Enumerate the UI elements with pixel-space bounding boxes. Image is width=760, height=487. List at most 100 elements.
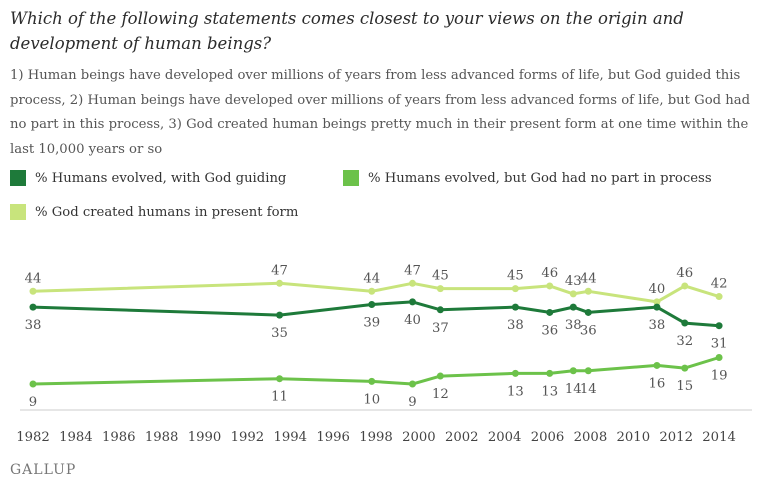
- data-point: [436, 372, 444, 380]
- x-tick-label: 2008: [574, 430, 608, 445]
- x-tick-label: 1992: [231, 430, 265, 445]
- data-label: 44: [363, 271, 380, 286]
- data-point: [368, 287, 376, 295]
- legend-swatch-god-guiding: [10, 170, 26, 186]
- x-tick-label: 2010: [617, 430, 651, 445]
- data-label: 31: [711, 337, 728, 352]
- x-tick-label: 1998: [359, 430, 393, 445]
- data-label: 14: [565, 382, 582, 397]
- data-point: [681, 364, 689, 372]
- data-point: [715, 293, 723, 301]
- data-label: 38: [649, 318, 666, 333]
- data-label: 46: [676, 266, 693, 281]
- x-tick-label: 1988: [145, 430, 179, 445]
- x-tick-label: 2012: [659, 430, 693, 445]
- data-point: [715, 354, 723, 361]
- data-label: 13: [507, 384, 524, 399]
- data-label: 36: [580, 323, 597, 338]
- legend-label-god-guiding: % Humans evolved, with God guiding: [35, 170, 287, 186]
- data-point: [29, 287, 37, 295]
- series-line: [32, 356, 720, 386]
- data-label: 46: [541, 266, 558, 281]
- data-point: [276, 279, 284, 287]
- gallup-logo: GALLUP: [10, 462, 77, 478]
- data-point: [584, 308, 592, 316]
- data-point: [681, 282, 689, 290]
- data-point: [511, 369, 519, 377]
- data-point: [715, 322, 723, 330]
- data-label: 40: [404, 313, 421, 328]
- data-label: 9: [29, 395, 37, 410]
- x-tick-label: 2014: [702, 430, 736, 445]
- chart-title: Which of the following statements comes …: [10, 9, 684, 53]
- data-point: [569, 303, 577, 311]
- x-tick-label: 1986: [102, 430, 136, 445]
- data-point: [584, 367, 592, 375]
- data-label: 37: [432, 321, 449, 336]
- data-label: 40: [649, 282, 666, 297]
- legend-label-creationist: % God created humans in present form: [35, 204, 299, 220]
- data-point: [29, 303, 37, 311]
- data-label: 9: [408, 395, 416, 410]
- data-point: [546, 282, 554, 290]
- data-point: [276, 375, 284, 383]
- data-point: [408, 279, 416, 287]
- x-tick-label: 2000: [402, 430, 436, 445]
- data-point: [408, 380, 416, 388]
- legend-swatch-no-god: [343, 170, 359, 186]
- data-label: 11: [271, 390, 288, 405]
- data-point: [546, 369, 554, 377]
- data-label: 47: [404, 263, 421, 278]
- legend-item-no-god: % Humans evolved, but God had no part in…: [343, 170, 712, 186]
- data-label: 15: [676, 379, 693, 394]
- data-point: [653, 303, 661, 311]
- data-label: 38: [507, 318, 524, 333]
- series-line: [32, 300, 720, 328]
- data-label: 44: [580, 271, 597, 286]
- data-label: 32: [676, 334, 693, 349]
- data-point: [29, 380, 37, 388]
- data-label: 42: [711, 277, 728, 292]
- legend-item-god-guiding: % Humans evolved, with God guiding: [10, 170, 286, 186]
- data-label: 38: [25, 318, 42, 333]
- legend-item-creationist: % God created humans in present form: [10, 204, 298, 220]
- data-label: 43: [565, 274, 582, 289]
- data-label: 47: [271, 263, 288, 278]
- x-tick-label: 1982: [16, 430, 50, 445]
- data-label: 35: [271, 326, 288, 341]
- data-point: [436, 306, 444, 314]
- data-point: [436, 285, 444, 293]
- data-label: 36: [541, 323, 558, 338]
- data-point: [569, 290, 577, 298]
- series-line: [32, 281, 720, 304]
- x-tick-label: 2002: [445, 430, 479, 445]
- data-label: 13: [541, 384, 558, 399]
- data-point: [653, 361, 661, 369]
- x-tick-label: 2006: [531, 430, 565, 445]
- data-point: [511, 303, 519, 311]
- data-point: [511, 285, 519, 293]
- chart-subtitle: 1) Human beings have developed over mill…: [10, 68, 751, 157]
- data-point: [653, 298, 661, 306]
- data-point: [368, 301, 376, 308]
- legend-swatch-creationist: [10, 204, 26, 220]
- x-tick-label: 1984: [59, 430, 93, 445]
- x-tick-label: 1996: [316, 430, 350, 445]
- data-point: [276, 311, 284, 319]
- data-label: 38: [565, 318, 582, 333]
- data-point: [569, 367, 577, 375]
- data-point: [546, 308, 554, 316]
- data-label: 16: [649, 376, 666, 391]
- data-label: 45: [507, 269, 524, 284]
- data-label: 10: [363, 392, 380, 407]
- data-point: [368, 377, 376, 385]
- legend-label-no-god: % Humans evolved, but God had no part in…: [368, 170, 712, 186]
- data-point: [408, 298, 416, 306]
- x-tick-label: 1990: [188, 430, 222, 445]
- data-point: [584, 287, 592, 295]
- data-label: 44: [25, 271, 42, 286]
- data-label: 12: [432, 387, 449, 402]
- data-label: 39: [363, 316, 380, 331]
- data-label: 45: [432, 269, 449, 284]
